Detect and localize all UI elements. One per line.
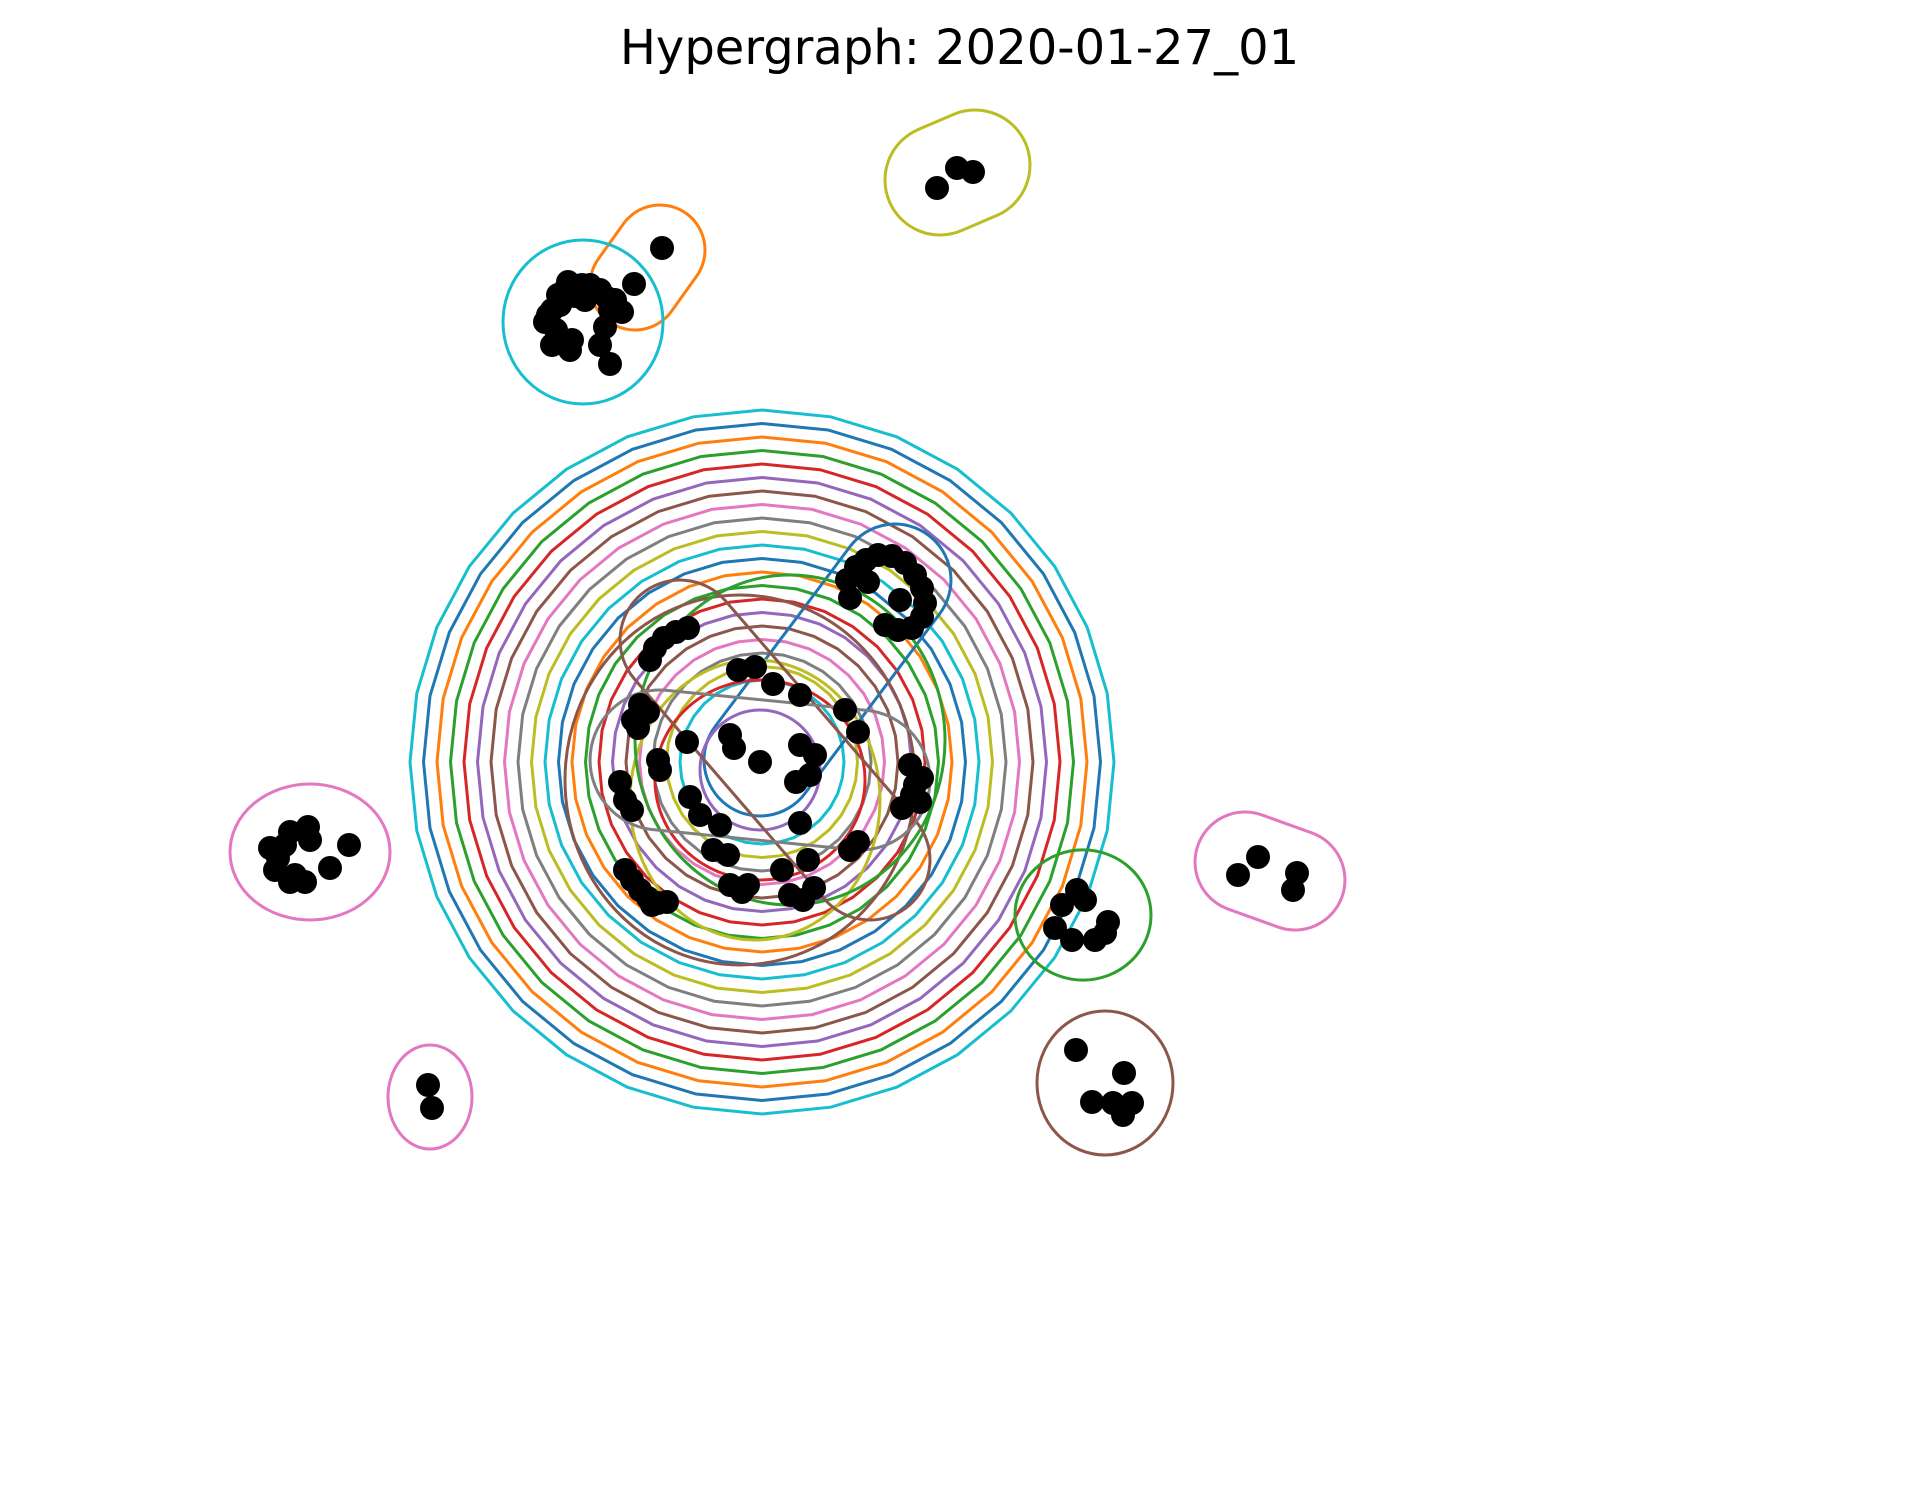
hyperedge-inner (633, 573, 947, 907)
node (1064, 1038, 1088, 1062)
node (748, 750, 772, 774)
node (1281, 878, 1305, 902)
node (588, 278, 612, 302)
hyperedge-ring (448, 448, 1076, 1076)
node (796, 848, 820, 872)
node (536, 303, 560, 327)
node (688, 803, 712, 827)
node (548, 328, 572, 352)
node (708, 813, 732, 837)
node (553, 278, 577, 302)
hyperedge-ring (543, 543, 981, 981)
node (838, 586, 862, 610)
node (1080, 1090, 1104, 1114)
node (675, 730, 699, 754)
node (722, 736, 746, 760)
hyperedge-ring (421, 421, 1103, 1103)
node (1111, 1103, 1135, 1127)
hyperedge-ring (637, 637, 887, 887)
node (788, 683, 812, 707)
node (770, 858, 794, 882)
node (678, 785, 702, 809)
hyperedge-pink-right (1193, 810, 1347, 932)
hyperedge-inner (628, 658, 882, 942)
node (1043, 916, 1067, 940)
node (622, 272, 646, 296)
node (1246, 845, 1270, 869)
node (598, 298, 622, 322)
node (1226, 863, 1250, 887)
node (833, 698, 857, 722)
node (890, 796, 914, 820)
node (620, 798, 644, 822)
node (298, 828, 322, 852)
node (788, 811, 812, 835)
hyperedge-ring (475, 475, 1049, 1049)
node (743, 655, 767, 679)
nodes-group (258, 156, 1309, 1127)
node (802, 876, 826, 900)
node (283, 863, 307, 887)
node (716, 843, 740, 867)
node (784, 770, 808, 794)
hyperedge-pink-bottom (386, 1043, 474, 1151)
hyperedge-olive (883, 108, 1032, 237)
chart-title: Hypergraph: 2020-01-27_01 (619, 20, 1300, 76)
node (961, 160, 985, 184)
node (761, 672, 785, 696)
node (803, 743, 827, 767)
hyperedge-green-right (1013, 848, 1153, 982)
node (846, 720, 870, 744)
hyperedge-brown (1035, 1009, 1175, 1157)
hyperedge-ring (570, 570, 954, 954)
hyperedge-ring (435, 435, 1089, 1089)
node (598, 352, 622, 376)
node (650, 236, 674, 260)
hyperedge-cyan (501, 238, 665, 406)
hyperedge-pink-left (228, 782, 392, 922)
node (588, 333, 612, 357)
node (1073, 888, 1097, 912)
node (626, 716, 650, 740)
hyperedge-ring (408, 408, 1116, 1116)
node (1093, 921, 1117, 945)
node (416, 1073, 440, 1097)
node (736, 873, 760, 897)
hyperedge-inner (588, 688, 932, 852)
node (640, 893, 664, 917)
node (873, 613, 897, 637)
hyperedge-ring (529, 529, 995, 995)
hyperedge-orange (588, 203, 707, 332)
node (273, 833, 297, 857)
node (337, 833, 361, 857)
node (925, 176, 949, 200)
node (676, 616, 700, 640)
node (638, 648, 662, 672)
hyperedge-ring (597, 597, 927, 927)
node (846, 830, 870, 854)
hyperedge-ring (516, 516, 1008, 1008)
hyperedge-ring (502, 502, 1022, 1022)
node (318, 856, 342, 880)
hyperedges-group (228, 108, 1347, 1157)
hyperedge-inner (702, 522, 953, 818)
node (856, 570, 880, 594)
node (888, 588, 912, 612)
node (420, 1096, 444, 1120)
node (1060, 928, 1084, 952)
hyperedge-ring (678, 678, 846, 846)
node (1050, 893, 1074, 917)
hyperedge-ring (556, 556, 968, 968)
node (648, 758, 672, 782)
node (903, 773, 927, 797)
hyperedge-ring (462, 462, 1062, 1062)
hyperedge-ring (489, 489, 1035, 1035)
node (608, 770, 632, 794)
node (1112, 1061, 1136, 1085)
